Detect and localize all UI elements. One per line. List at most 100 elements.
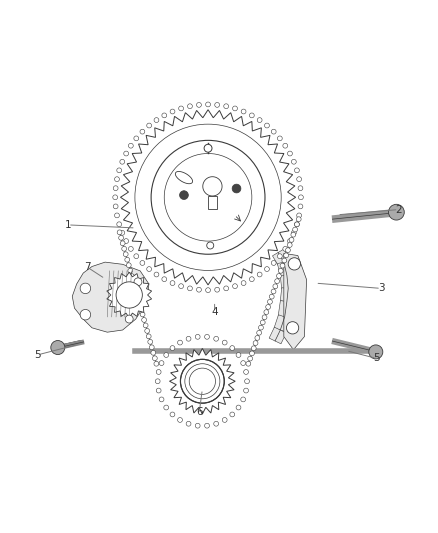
Circle shape <box>170 281 175 286</box>
Circle shape <box>257 272 262 277</box>
Circle shape <box>293 227 297 232</box>
Circle shape <box>134 278 142 286</box>
Circle shape <box>164 353 169 358</box>
Circle shape <box>131 120 285 274</box>
Circle shape <box>291 232 296 237</box>
Circle shape <box>159 397 164 402</box>
Circle shape <box>143 323 148 328</box>
Circle shape <box>115 213 120 218</box>
Circle shape <box>265 123 269 128</box>
Circle shape <box>197 102 201 107</box>
Text: 3: 3 <box>378 284 385 293</box>
Circle shape <box>286 248 290 253</box>
Circle shape <box>159 361 164 366</box>
Circle shape <box>170 109 175 114</box>
Circle shape <box>291 230 296 235</box>
Circle shape <box>204 144 212 152</box>
Circle shape <box>271 261 276 265</box>
Circle shape <box>262 315 267 320</box>
Circle shape <box>206 102 210 107</box>
Polygon shape <box>203 177 222 196</box>
Circle shape <box>205 423 209 428</box>
Circle shape <box>224 286 229 291</box>
Circle shape <box>265 266 269 271</box>
Circle shape <box>147 123 152 128</box>
Circle shape <box>125 257 130 262</box>
Circle shape <box>257 330 261 335</box>
Circle shape <box>80 310 91 320</box>
Circle shape <box>180 191 188 199</box>
Polygon shape <box>107 272 152 318</box>
Circle shape <box>132 285 137 289</box>
Circle shape <box>148 340 152 344</box>
Polygon shape <box>284 253 307 350</box>
Circle shape <box>120 241 125 246</box>
Polygon shape <box>72 262 149 332</box>
Circle shape <box>246 361 251 366</box>
Text: 2: 2 <box>395 205 402 215</box>
Circle shape <box>80 283 91 294</box>
Circle shape <box>113 204 118 209</box>
Circle shape <box>269 294 274 299</box>
Circle shape <box>205 334 209 339</box>
Circle shape <box>155 379 160 384</box>
Circle shape <box>248 356 253 361</box>
Circle shape <box>289 237 294 243</box>
Circle shape <box>291 159 296 164</box>
Circle shape <box>258 325 263 330</box>
Circle shape <box>298 186 303 191</box>
Text: 5: 5 <box>373 353 380 364</box>
Circle shape <box>187 286 192 291</box>
Circle shape <box>124 252 128 257</box>
Circle shape <box>205 288 210 293</box>
Circle shape <box>135 296 140 301</box>
Circle shape <box>257 118 262 123</box>
Circle shape <box>282 258 287 263</box>
Circle shape <box>255 335 260 341</box>
Circle shape <box>241 397 246 402</box>
Polygon shape <box>120 110 296 285</box>
Circle shape <box>156 369 161 374</box>
Polygon shape <box>208 196 217 209</box>
Circle shape <box>124 151 129 156</box>
Circle shape <box>170 345 175 351</box>
Circle shape <box>154 361 159 366</box>
Circle shape <box>179 284 184 288</box>
Circle shape <box>126 263 131 268</box>
Circle shape <box>140 129 145 134</box>
Circle shape <box>214 421 219 426</box>
Polygon shape <box>175 172 193 184</box>
Polygon shape <box>278 301 293 318</box>
Circle shape <box>207 242 214 249</box>
Circle shape <box>186 336 191 341</box>
Circle shape <box>230 345 235 351</box>
Circle shape <box>241 109 246 114</box>
Circle shape <box>147 266 152 271</box>
Circle shape <box>215 287 219 292</box>
Circle shape <box>115 177 120 182</box>
Circle shape <box>156 388 161 393</box>
FancyArrow shape <box>61 341 81 348</box>
Circle shape <box>287 239 292 244</box>
Circle shape <box>162 113 167 118</box>
Circle shape <box>134 254 139 259</box>
Polygon shape <box>272 249 290 265</box>
Circle shape <box>287 151 292 156</box>
Circle shape <box>164 405 169 410</box>
Circle shape <box>224 104 229 109</box>
Circle shape <box>128 246 133 251</box>
Circle shape <box>138 306 143 311</box>
Circle shape <box>288 258 300 270</box>
Polygon shape <box>170 349 235 414</box>
Circle shape <box>179 106 184 111</box>
Circle shape <box>286 322 299 334</box>
Circle shape <box>122 246 127 251</box>
Circle shape <box>145 328 149 333</box>
Circle shape <box>260 320 265 325</box>
Circle shape <box>241 281 246 286</box>
Circle shape <box>276 273 281 278</box>
Circle shape <box>146 334 151 339</box>
Polygon shape <box>269 327 286 344</box>
Circle shape <box>215 102 219 107</box>
Circle shape <box>131 279 136 284</box>
